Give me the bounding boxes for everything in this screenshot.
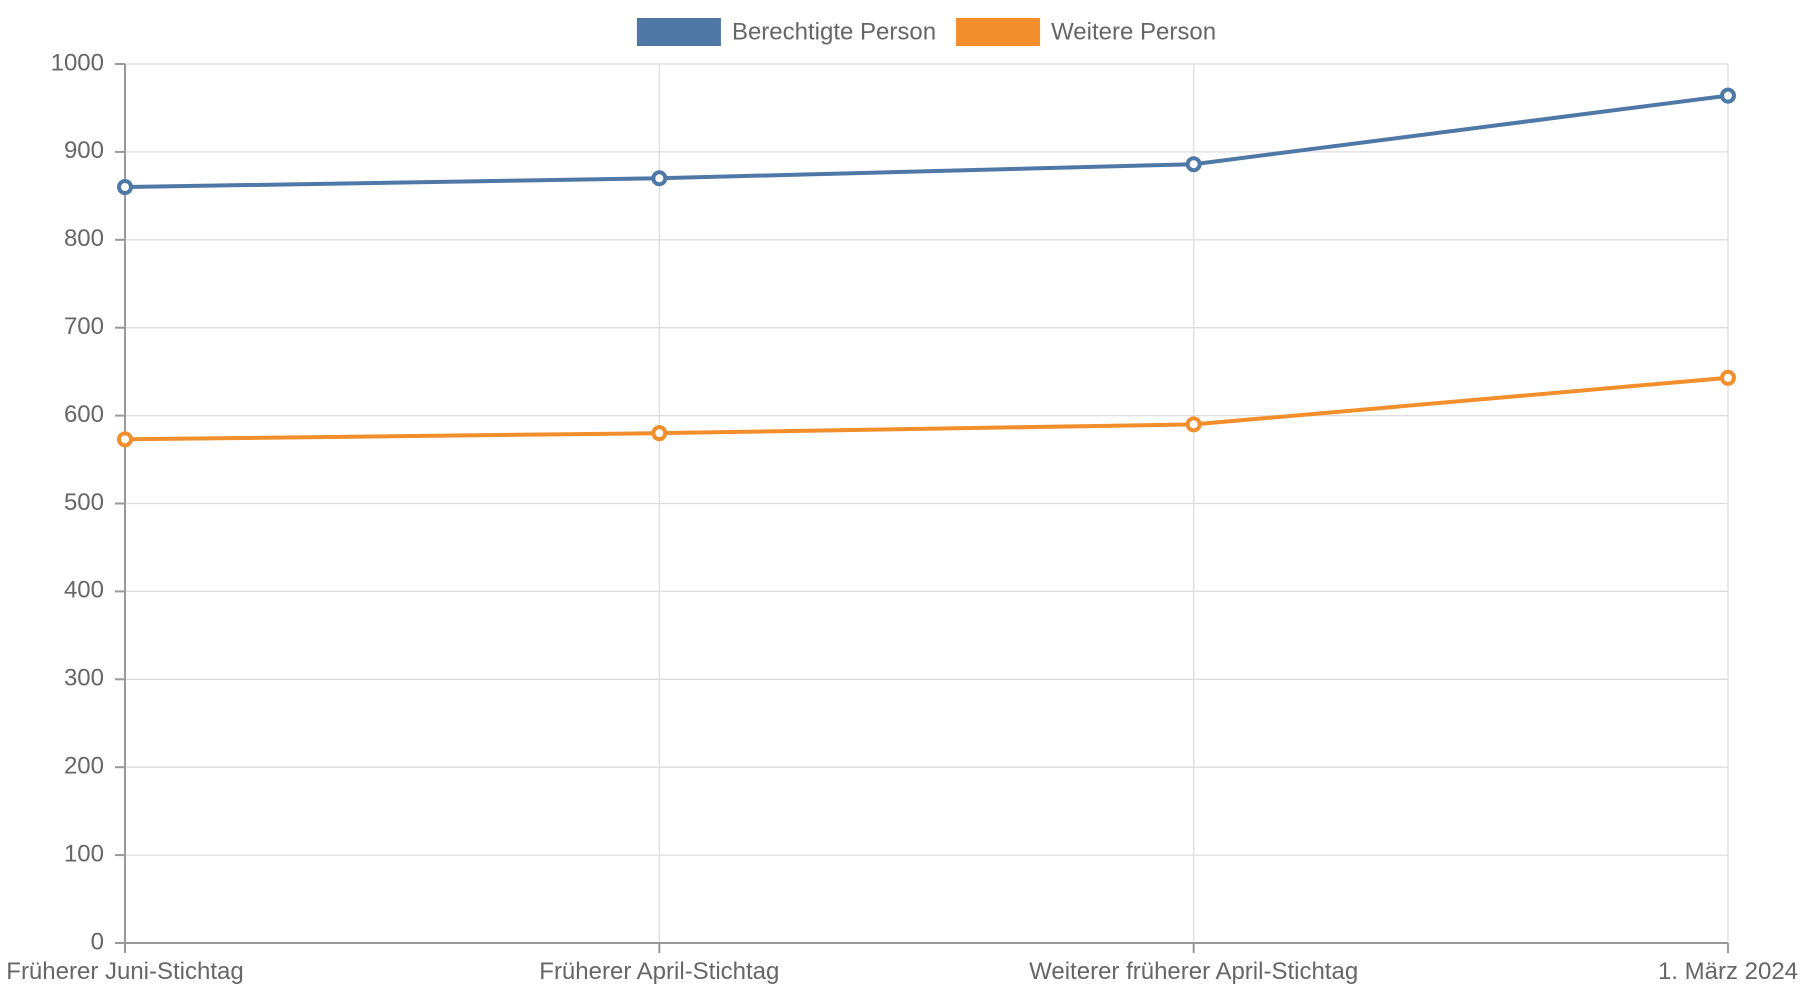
legend-label: Weitere Person bbox=[1051, 18, 1216, 45]
y-tick-label: 600 bbox=[64, 401, 104, 428]
data-point[interactable] bbox=[117, 179, 133, 196]
legend[interactable]: Berechtigte Person Weitere Person bbox=[636, 18, 1216, 46]
data-point[interactable] bbox=[651, 425, 668, 442]
grid bbox=[125, 63, 1729, 944]
x-axis-ticks: Früherer Juni-Stichtag Früherer April-Sti… bbox=[6, 943, 1798, 985]
series-1 bbox=[117, 87, 1736, 196]
legend-item[interactable]: Weitere Person bbox=[956, 18, 1216, 46]
legend-swatch bbox=[956, 18, 1041, 46]
y-tick-label: 100 bbox=[64, 840, 104, 867]
legend-swatch bbox=[636, 18, 721, 46]
x-tick-label: Weiterer früherer April-Stichtag bbox=[1029, 958, 1358, 985]
data-point[interactable] bbox=[1185, 416, 1202, 433]
legend-item[interactable]: Berechtigte Person bbox=[636, 18, 936, 46]
x-tick-label: Früherer April-Stichtag bbox=[539, 958, 779, 985]
y-tick-label: 500 bbox=[64, 489, 104, 516]
data-point[interactable] bbox=[651, 170, 668, 187]
y-tick-label: 200 bbox=[64, 753, 104, 780]
y-tick-label: 900 bbox=[64, 137, 104, 164]
y-tick-label: 0 bbox=[91, 928, 104, 955]
y-tick-label: 700 bbox=[64, 313, 104, 340]
y-axis-ticks: 0 100 200 300 400 500 600 700 800 900 1000 bbox=[51, 49, 125, 955]
data-point[interactable] bbox=[1720, 369, 1736, 386]
x-tick-label: Früherer Juni-Stichtag bbox=[6, 958, 243, 985]
series-2 bbox=[117, 369, 1736, 448]
x-tick-label: 1. März 2024 bbox=[1658, 958, 1798, 985]
data-point[interactable] bbox=[117, 431, 133, 448]
data-point[interactable] bbox=[1185, 156, 1202, 173]
data-point[interactable] bbox=[1720, 87, 1736, 104]
y-tick-label: 1000 bbox=[51, 49, 104, 76]
y-tick-label: 800 bbox=[64, 225, 104, 252]
y-tick-label: 300 bbox=[64, 665, 104, 692]
series bbox=[117, 87, 1736, 448]
legend-label: Berechtigte Person bbox=[732, 18, 936, 45]
series-line bbox=[124, 93, 1729, 190]
series-line bbox=[124, 375, 1729, 442]
y-tick-label: 400 bbox=[64, 577, 104, 604]
